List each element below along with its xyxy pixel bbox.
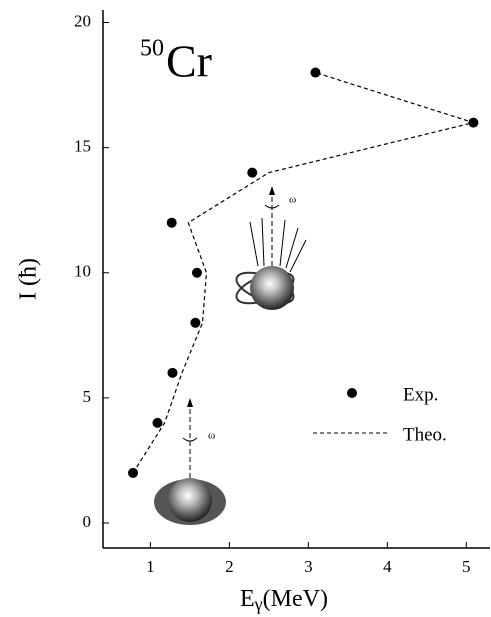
omega-label: ω (208, 430, 215, 442)
y-tick-label: 20 (74, 11, 91, 30)
data-point (190, 317, 201, 328)
legend-label: Exp. (403, 384, 438, 405)
legend-marker (347, 388, 357, 398)
x-tick-label: 5 (462, 557, 471, 576)
mass-number: 50 (140, 36, 164, 62)
y-tick-label: 5 (83, 387, 92, 406)
x-label-sub: γ (254, 594, 263, 614)
data-point (166, 217, 177, 228)
x-tick-label: 3 (304, 557, 313, 576)
x-label-main: E (240, 586, 255, 612)
data-point (247, 167, 258, 178)
theory-line (132, 71, 476, 474)
x-tick-label: 4 (383, 557, 392, 576)
x-label-unit: (MeV) (263, 586, 328, 612)
y-axis-label: I (ħ) (16, 258, 42, 300)
y-tick-label: 15 (74, 137, 91, 156)
x-tick-label: 1 (146, 557, 155, 576)
legend-label: Theo. (403, 424, 447, 445)
data-point (152, 417, 163, 428)
y-tick-label: 0 (83, 512, 92, 531)
x-axis-label: Eγ(MeV) (240, 586, 328, 615)
x-tick-label: 2 (225, 557, 234, 576)
omega-label: ω (289, 194, 296, 206)
element: Cr (166, 36, 212, 87)
data-point (167, 367, 178, 378)
data-point (191, 267, 202, 278)
nucleus-icon: ω (235, 186, 307, 310)
nucleus-icon: ω (154, 398, 226, 525)
y-tick-label: 10 (74, 262, 91, 281)
data-point (310, 67, 321, 78)
